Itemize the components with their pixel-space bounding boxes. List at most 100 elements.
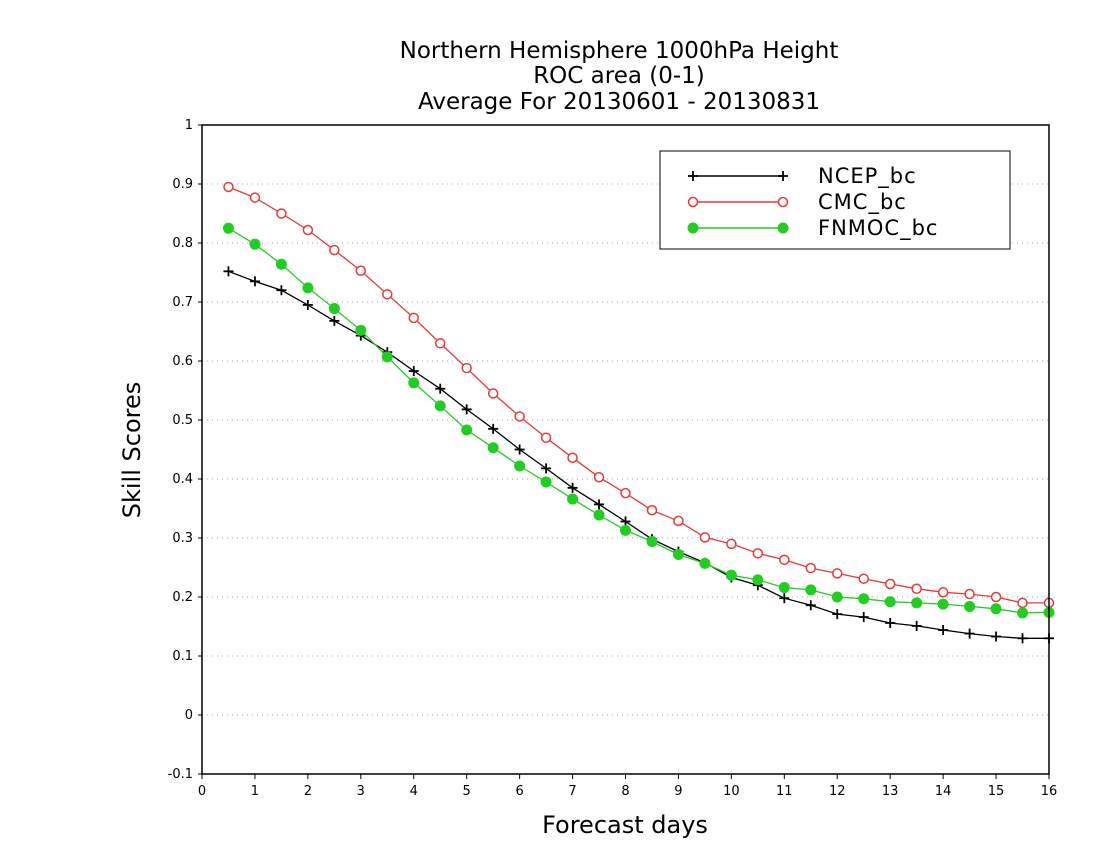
data-point-ncep-bc: [938, 625, 949, 636]
legend-label-cmc-bc: CMC_bc: [818, 190, 907, 215]
data-point-ncep-bc: [594, 499, 605, 510]
legend-marker-fnmoc-bc: [777, 222, 789, 234]
data-point-fnmoc-bc: [222, 222, 234, 234]
series-line-fnmoc-bc: [228, 227, 1050, 614]
data-point-cmc-bc: [540, 432, 552, 443]
data-point-cmc-bc: [937, 587, 949, 598]
data-point-ncep-bc: [832, 609, 843, 620]
grid: [202, 183, 1049, 716]
data-point-cmc-bc: [249, 192, 261, 203]
data-point-ncep-bc: [514, 444, 525, 455]
data-point-cmc-bc: [699, 532, 711, 543]
data-point-ncep-bc: [779, 593, 790, 604]
legend-marker-ncep-bc: [778, 171, 788, 181]
y-tick-label: -0.1: [168, 767, 193, 782]
legend-item-ncep-bc: NCEP_bc: [688, 164, 916, 189]
x-tick-label: 2: [304, 784, 312, 799]
title-line-1: Northern Hemisphere 1000hPa Height: [400, 38, 839, 64]
data-point-fnmoc-bc: [831, 591, 843, 603]
x-tick-label: 16: [1041, 784, 1058, 799]
legend-marker-cmc-bc: [687, 196, 699, 208]
series-ncep-bc: [223, 266, 1054, 644]
data-point-cmc-bc: [382, 289, 393, 300]
data-point-cmc-bc: [223, 181, 234, 193]
data-point-fnmoc-bc: [752, 574, 764, 586]
data-point-fnmoc-bc: [937, 598, 949, 610]
data-point-cmc-bc: [514, 411, 525, 422]
data-point-ncep-bc: [805, 600, 816, 611]
data-point-fnmoc-bc: [249, 238, 261, 250]
data-point-cmc-bc: [355, 265, 367, 276]
data-point-fnmoc-bc: [858, 593, 870, 605]
data-point-fnmoc-bc: [725, 569, 737, 581]
data-point-ncep-bc: [408, 366, 419, 377]
data-point-ncep-bc: [1017, 633, 1028, 644]
data-point-fnmoc-bc: [964, 600, 976, 612]
x-tick-label: 15: [988, 784, 1005, 799]
x-tick-label: 0: [198, 784, 206, 799]
data-point-cmc-bc: [461, 362, 472, 374]
x-axis-label: Forecast days: [542, 811, 708, 839]
data-point-ncep-bc: [276, 285, 287, 296]
legend-marker-fnmoc-bc: [687, 222, 699, 234]
data-point-cmc-bc: [884, 578, 896, 590]
data-point-ncep-bc: [249, 276, 260, 287]
data-point-fnmoc-bc: [540, 476, 552, 488]
data-point-ncep-bc: [488, 423, 499, 434]
data-point-ncep-bc: [541, 463, 552, 474]
x-tick-label: 13: [882, 784, 899, 799]
x-tick-label: 6: [515, 784, 523, 799]
data-point-cmc-bc: [858, 573, 869, 584]
data-point-cmc-bc: [964, 588, 975, 600]
data-point-ncep-bc: [620, 516, 631, 527]
data-point-cmc-bc: [805, 562, 817, 574]
data-point-cmc-bc: [911, 583, 922, 594]
data-point-cmc-bc: [408, 312, 419, 324]
data-point-fnmoc-bc: [381, 351, 393, 363]
data-point-fnmoc-bc: [778, 582, 790, 594]
data-point-ncep-bc: [911, 620, 922, 631]
y-tick-label: 0.3: [172, 531, 193, 546]
data-point-fnmoc-bc: [275, 258, 287, 270]
data-point-fnmoc-bc: [805, 584, 817, 596]
data-point-cmc-bc: [752, 548, 764, 559]
data-point-ncep-bc: [461, 404, 472, 415]
y-tick-label: 0.4: [172, 472, 193, 487]
axis-ticks: -0.100.10.20.30.40.50.60.70.80.910 1 2 3 4 5 6…: [168, 118, 1058, 799]
legend-marker-cmc-bc: [777, 196, 789, 208]
x-tick-label: 5: [463, 784, 471, 799]
y-tick-label: 0.9: [172, 177, 193, 192]
y-tick-label: 0.2: [172, 590, 193, 605]
series-cmc-bc: [223, 181, 1055, 609]
data-point-cmc-bc: [593, 471, 605, 483]
y-tick-label: 0.1: [172, 649, 193, 664]
data-point-cmc-bc: [329, 244, 340, 256]
legend-marker-ncep-bc: [688, 171, 698, 181]
data-point-ncep-bc: [223, 266, 234, 277]
data-point-fnmoc-bc: [884, 596, 896, 608]
data-point-fnmoc-bc: [567, 493, 579, 505]
data-point-fnmoc-bc: [408, 377, 420, 389]
data-point-cmc-bc: [779, 554, 790, 566]
y-tick-label: 0.6: [172, 354, 193, 369]
data-point-ncep-bc: [435, 383, 446, 394]
x-tick-label: 12: [829, 784, 846, 799]
y-tick-label: 1: [185, 118, 193, 133]
data-point-cmc-bc: [302, 224, 314, 236]
chart-title: Northern Hemisphere 1000hPa Height ROC a…: [400, 38, 839, 115]
x-tick-label: 3: [357, 784, 365, 799]
y-tick-label: 0.7: [172, 295, 193, 310]
series-line-ncep-bc: [228, 270, 1049, 639]
data-point-cmc-bc: [673, 515, 684, 527]
y-tick-label: 0: [185, 708, 193, 723]
data-point-ncep-bc: [858, 612, 869, 623]
data-point-cmc-bc: [990, 591, 1002, 603]
data-point-cmc-bc: [620, 487, 631, 499]
legend-item-fnmoc-bc: FNMOC_bc: [687, 216, 937, 241]
data-point-fnmoc-bc: [328, 302, 340, 314]
data-point-cmc-bc: [567, 452, 578, 464]
data-point-fnmoc-bc: [699, 557, 711, 569]
